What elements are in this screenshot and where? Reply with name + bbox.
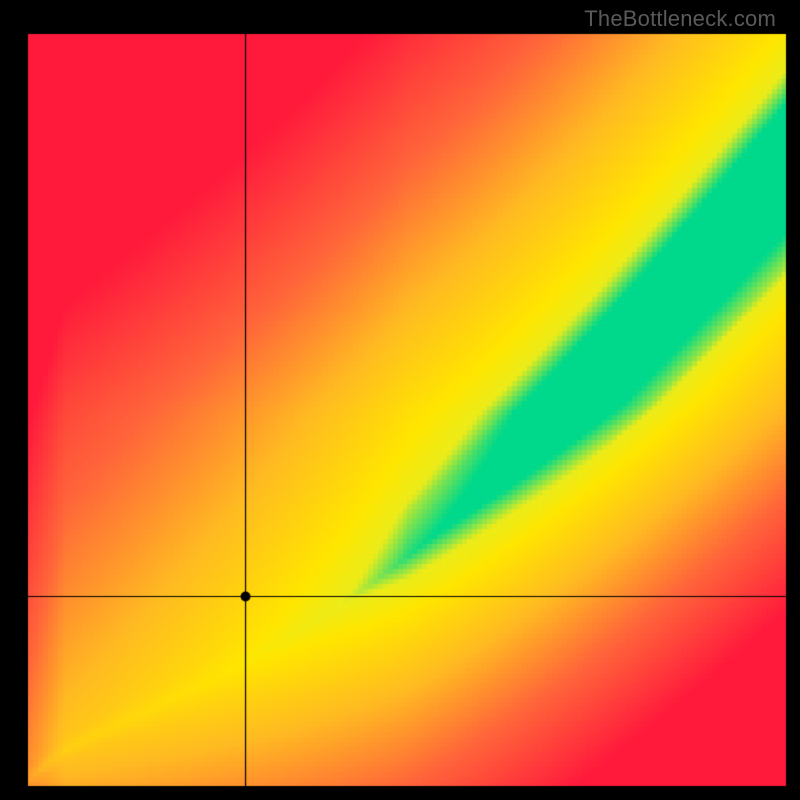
- chart-container: TheBottleneck.com: [0, 0, 800, 800]
- watermark-text: TheBottleneck.com: [584, 6, 776, 32]
- bottleneck-heatmap: [0, 0, 800, 800]
